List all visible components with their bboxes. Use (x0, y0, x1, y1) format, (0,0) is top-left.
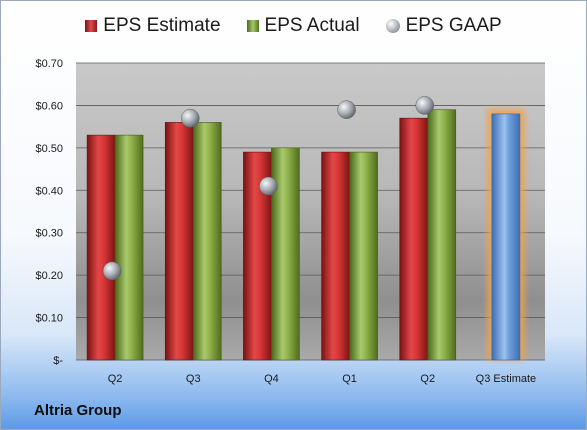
legend-item-actual: EPS Actual (246, 15, 360, 37)
bar-eps-estimate (399, 117, 429, 361)
point-eps-gaap (415, 96, 434, 115)
bar-eps-estimate (164, 122, 194, 361)
legend-label-actual: EPS Actual (264, 15, 360, 36)
legend-item-gaap: EPS GAAP (385, 15, 502, 37)
x-tick-labels: Q2 Q3 Q4 Q1 Q2 Q3 Estimate (108, 373, 536, 385)
point-eps-gaap (337, 100, 356, 119)
point-eps-gaap (181, 108, 200, 128)
legend-item-estimate: EPS Estimate (85, 15, 221, 37)
company-name: Altria Group (34, 402, 122, 419)
x-tick-label: Q4 (264, 373, 279, 385)
legend-label-gaap: EPS GAAP (405, 15, 502, 36)
bar-eps-actual (114, 134, 144, 361)
legend: EPS Estimate EPS Actual EPS GAAP (1, 15, 586, 37)
bar-eps-estimate-projection (491, 113, 521, 361)
point-eps-gaap (102, 261, 122, 281)
y-tick-label: $0.20 (35, 270, 63, 282)
x-tick-label: Q1 (342, 373, 357, 385)
y-tick-labels: $- $0.10 $0.20 $0.30 $0.40 $0.50 $0.60 $0.70 (35, 58, 63, 367)
x-tick-label: Q2 (420, 373, 435, 385)
bars (86, 108, 525, 361)
y-tick-label: $0.10 (35, 313, 63, 325)
bar-eps-actual (349, 151, 378, 361)
y-tick-label: $0.30 (35, 228, 63, 240)
x-tick-label: Q3 (186, 373, 201, 385)
gridlines (76, 62, 545, 361)
legend-swatch-estimate (85, 20, 98, 32)
plot-area (76, 63, 545, 360)
gaap-points (102, 96, 434, 281)
legend-label-estimate: EPS Estimate (103, 15, 221, 36)
x-tick-label: Q3 Estimate (476, 373, 537, 385)
bar-eps-estimate (86, 134, 116, 361)
point-eps-gaap (259, 176, 278, 196)
legend-swatch-actual (246, 20, 259, 32)
bar-eps-actual (427, 109, 457, 361)
bar-eps-estimate (321, 151, 350, 361)
y-tick-label: $0.60 (35, 100, 63, 112)
x-tick-label: Q2 (108, 373, 123, 385)
y-tick-label: $- (53, 355, 63, 367)
y-tick-label: $0.70 (35, 58, 63, 70)
legend-swatch-gaap (385, 19, 400, 33)
bar-eps-actual (192, 122, 222, 361)
y-tick-label: $0.50 (35, 143, 63, 155)
y-tick-label: $0.40 (35, 185, 63, 197)
bar-eps-actual (271, 147, 300, 361)
